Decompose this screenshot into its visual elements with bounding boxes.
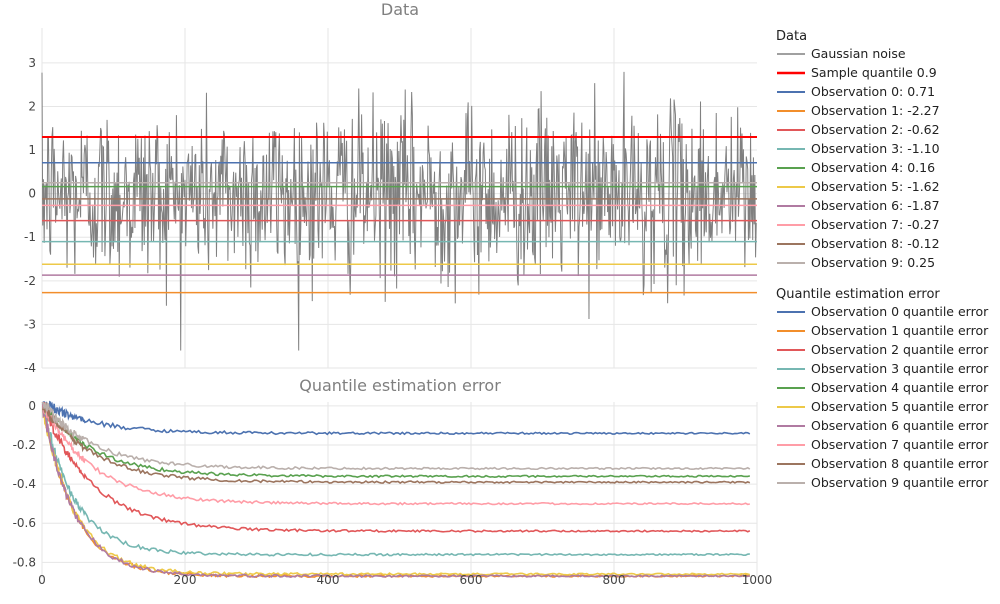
observation-7-error-line <box>41 401 750 506</box>
legend-label: Observation 8: -0.12 <box>811 236 940 251</box>
top-y-tick-label: -3 <box>24 317 36 331</box>
bottom-y-tick-label: -0.2 <box>13 438 36 452</box>
legend-item-observation-8-error: Observation 8 quantile error <box>777 456 989 471</box>
legend-label: Observation 4: 0.16 <box>811 160 935 175</box>
legend-label: Observation 4 quantile error <box>811 380 989 395</box>
bottom-x-tick-label: 600 <box>460 573 483 587</box>
legend-label: Observation 2: -0.62 <box>811 122 940 137</box>
observation-9-error-line <box>41 401 751 471</box>
legend-label: Observation 1: -2.27 <box>811 103 940 118</box>
legend-title-quantile-error: Quantile estimation error <box>776 287 940 302</box>
bottom-x-tick-label: 0 <box>38 573 46 587</box>
bottom-plot-title: Quantile estimation error <box>299 376 501 395</box>
legend-label: Observation 6: -1.87 <box>811 198 940 213</box>
legend-item-observation-0: Observation 0: 0.71 <box>777 84 935 99</box>
gaussian-noise-line <box>41 71 757 351</box>
legend-item-observation-1-error: Observation 1 quantile error <box>777 323 989 338</box>
legend-label: Observation 2 quantile error <box>811 342 989 357</box>
observation-6-error-line <box>41 403 751 579</box>
legend-item-sample-quantile: Sample quantile 0.9 <box>777 65 937 80</box>
bottom-y-tick-label: 0 <box>28 399 36 413</box>
top-y-tick-label: 0 <box>28 187 36 201</box>
bottom-x-tick-label: 1000 <box>742 573 773 587</box>
legend-label: Observation 0 quantile error <box>811 304 989 319</box>
top-y-tick-label: 1 <box>28 143 36 157</box>
bottom-y-tick-label: -0.8 <box>13 555 36 569</box>
observation-4-error-line <box>41 404 751 479</box>
legend-item-observation-3-error: Observation 3 quantile error <box>777 361 989 376</box>
top-y-tick-labels: 3 2 1 0 -1 -2 -3 -4 <box>24 56 36 375</box>
top-y-tick-label: 2 <box>28 99 36 113</box>
top-y-tick-label: -1 <box>24 230 36 244</box>
legend-item-gaussian-noise: Gaussian noise <box>777 46 906 61</box>
bottom-x-tick-label: 200 <box>174 573 197 587</box>
bottom-plot-area <box>41 400 751 579</box>
legend-item-observation-3: Observation 3: -1.10 <box>777 141 940 156</box>
legend-title-data: Data <box>776 29 807 44</box>
bottom-y-tick-label: -0.4 <box>13 477 36 491</box>
legend-item-observation-5-error: Observation 5 quantile error <box>777 399 989 414</box>
legend-item-observation-2-error: Observation 2 quantile error <box>777 342 989 357</box>
legend-label: Observation 7: -0.27 <box>811 217 940 232</box>
legend-label: Observation 9: 0.25 <box>811 255 935 270</box>
legend-item-observation-9-error: Observation 9 quantile error <box>777 475 989 490</box>
observation-0-error-line <box>41 400 751 436</box>
observation-8-error-line <box>42 402 751 485</box>
legend-item-observation-4-error: Observation 4 quantile error <box>777 380 989 395</box>
legend-item-observation-0-error: Observation 0 quantile error <box>777 304 989 319</box>
legend-item-observation-2: Observation 2: -0.62 <box>777 122 940 137</box>
bottom-x-tick-label: 800 <box>603 573 626 587</box>
legend-label: Observation 7 quantile error <box>811 437 989 452</box>
legend-item-observation-9: Observation 9: 0.25 <box>777 255 935 270</box>
legend-item-observation-8: Observation 8: -0.12 <box>777 236 940 251</box>
top-y-tick-label: 3 <box>28 56 36 70</box>
legend-label: Observation 5 quantile error <box>811 399 989 414</box>
legend-label: Observation 0: 0.71 <box>811 84 935 99</box>
observation-3-error-line <box>41 402 750 557</box>
top-plot-title: Data <box>381 0 419 19</box>
legend-label: Gaussian noise <box>811 46 906 61</box>
observation-2-error-line <box>41 401 751 533</box>
legend-label: Observation 5: -1.62 <box>811 179 940 194</box>
legend-label: Observation 6 quantile error <box>811 418 989 433</box>
legend-item-observation-7: Observation 7: -0.27 <box>777 217 940 232</box>
legend-item-observation-6: Observation 6: -1.87 <box>777 198 940 213</box>
legend-item-observation-6-error: Observation 6 quantile error <box>777 418 989 433</box>
legend-item-observation-4: Observation 4: 0.16 <box>777 160 935 175</box>
observation-5-error-line <box>41 406 751 577</box>
legend-label: Observation 3: -1.10 <box>811 141 940 156</box>
legend-label: Observation 3 quantile error <box>811 361 989 376</box>
bottom-plot-grid <box>41 402 758 578</box>
legend: Data Quantile estimation error Gaussian … <box>776 29 989 490</box>
bottom-tick-labels: 0 200 400 600 800 1000 0 -0.2 -0.4 -0.6 -0.8 <box>13 399 773 587</box>
legend-item-observation-7-error: Observation 7 quantile error <box>777 437 989 452</box>
bottom-y-tick-label: -0.6 <box>13 516 36 530</box>
top-y-tick-label: -2 <box>24 274 36 288</box>
top-y-tick-label: -4 <box>24 361 36 375</box>
legend-label: Observation 8 quantile error <box>811 456 989 471</box>
legend-label: Sample quantile 0.9 <box>811 65 937 80</box>
bottom-x-tick-label: 400 <box>317 573 340 587</box>
legend-item-observation-1: Observation 1: -2.27 <box>777 103 940 118</box>
top-plot-area <box>41 71 757 351</box>
legend-label: Observation 9 quantile error <box>811 475 989 490</box>
legend-label: Observation 1 quantile error <box>811 323 989 338</box>
legend-item-observation-5: Observation 5: -1.62 <box>777 179 940 194</box>
